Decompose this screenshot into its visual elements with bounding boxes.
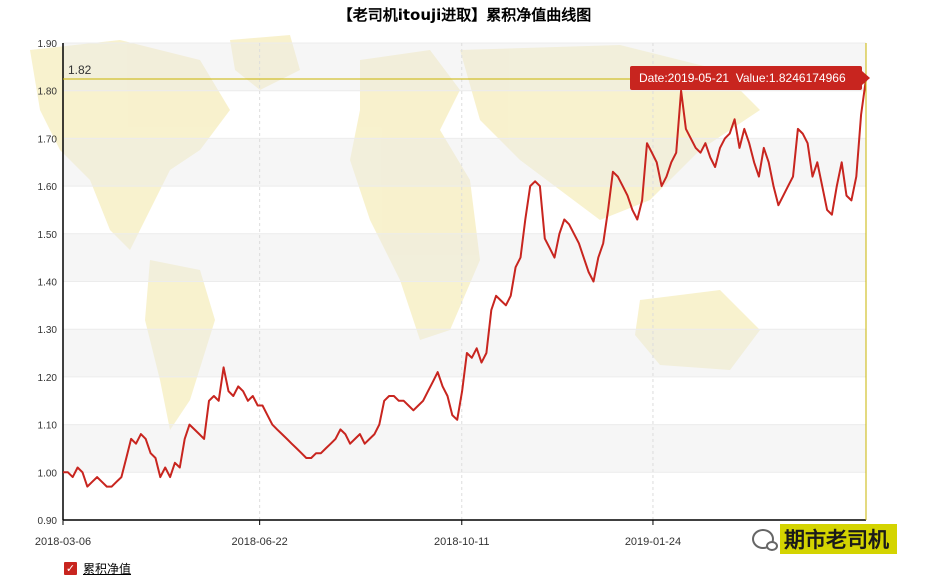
map-continent-north-america — [30, 40, 230, 250]
crosshair-value-label: 1.82 — [68, 63, 92, 77]
map-continent-south-america — [145, 260, 215, 430]
y-tick-label: 1.90 — [38, 39, 58, 50]
legend-checkbox-icon[interactable]: ✓ — [64, 562, 77, 575]
y-tick-label: 1.30 — [38, 325, 58, 336]
map-continent-greenland — [230, 35, 300, 90]
y-tick-label: 1.10 — [38, 421, 58, 432]
y-tick-label: 1.50 — [38, 230, 58, 241]
world-map-background — [30, 35, 760, 430]
y-tick-label: 1.20 — [38, 373, 58, 384]
axes-layer — [62, 43, 866, 525]
legend[interactable]: ✓ 累积净值 — [64, 560, 131, 577]
plot-band — [63, 138, 866, 187]
watermark-text: 期市老司机 — [780, 524, 897, 554]
x-tick-label: 2018-03-06 — [35, 536, 91, 548]
map-continent-australia — [635, 290, 760, 370]
tooltip: Date:2019-05-21 Value:1.8246174966 — [630, 65, 870, 90]
y-tick-labels: 0.90 1.00 1.10 1.20 1.30 1.40 1.50 1.60 1.70 1.80… — [38, 39, 58, 527]
plot-band-layer — [63, 43, 866, 473]
watermark: 期市老司机 — [752, 524, 897, 554]
tooltip-arrow — [862, 70, 870, 85]
wechat-icon — [752, 529, 778, 551]
map-continent-europe-africa — [350, 50, 480, 340]
series-line-nav — [63, 78, 867, 488]
y-tick-label: 1.40 — [38, 278, 58, 289]
y-tick-label: 1.70 — [38, 134, 58, 145]
x-tick-label: 2018-06-22 — [232, 536, 288, 548]
x-tick-label: 2019-01-24 — [625, 536, 681, 548]
chart-title: 【老司机itouji进取】累积净值曲线图 — [337, 6, 592, 24]
tooltip-box — [630, 65, 862, 90]
x-tick-label: 2018-10-11 — [434, 536, 489, 548]
tooltip-text: Date:2019-05-21 Value:1.8246174966 — [639, 71, 846, 85]
y-tick-label: 0.90 — [38, 516, 58, 527]
x-tick-labels: 2018-03-06 2018-06-22 2018-10-11 2019-01-24 — [35, 536, 681, 548]
plot-band — [63, 233, 866, 282]
y-tick-label: 1.00 — [38, 468, 58, 479]
y-tick-label: 1.80 — [38, 87, 58, 98]
legend-series-label[interactable]: 累积净值 — [83, 562, 132, 576]
y-tick-label: 1.60 — [38, 182, 58, 193]
